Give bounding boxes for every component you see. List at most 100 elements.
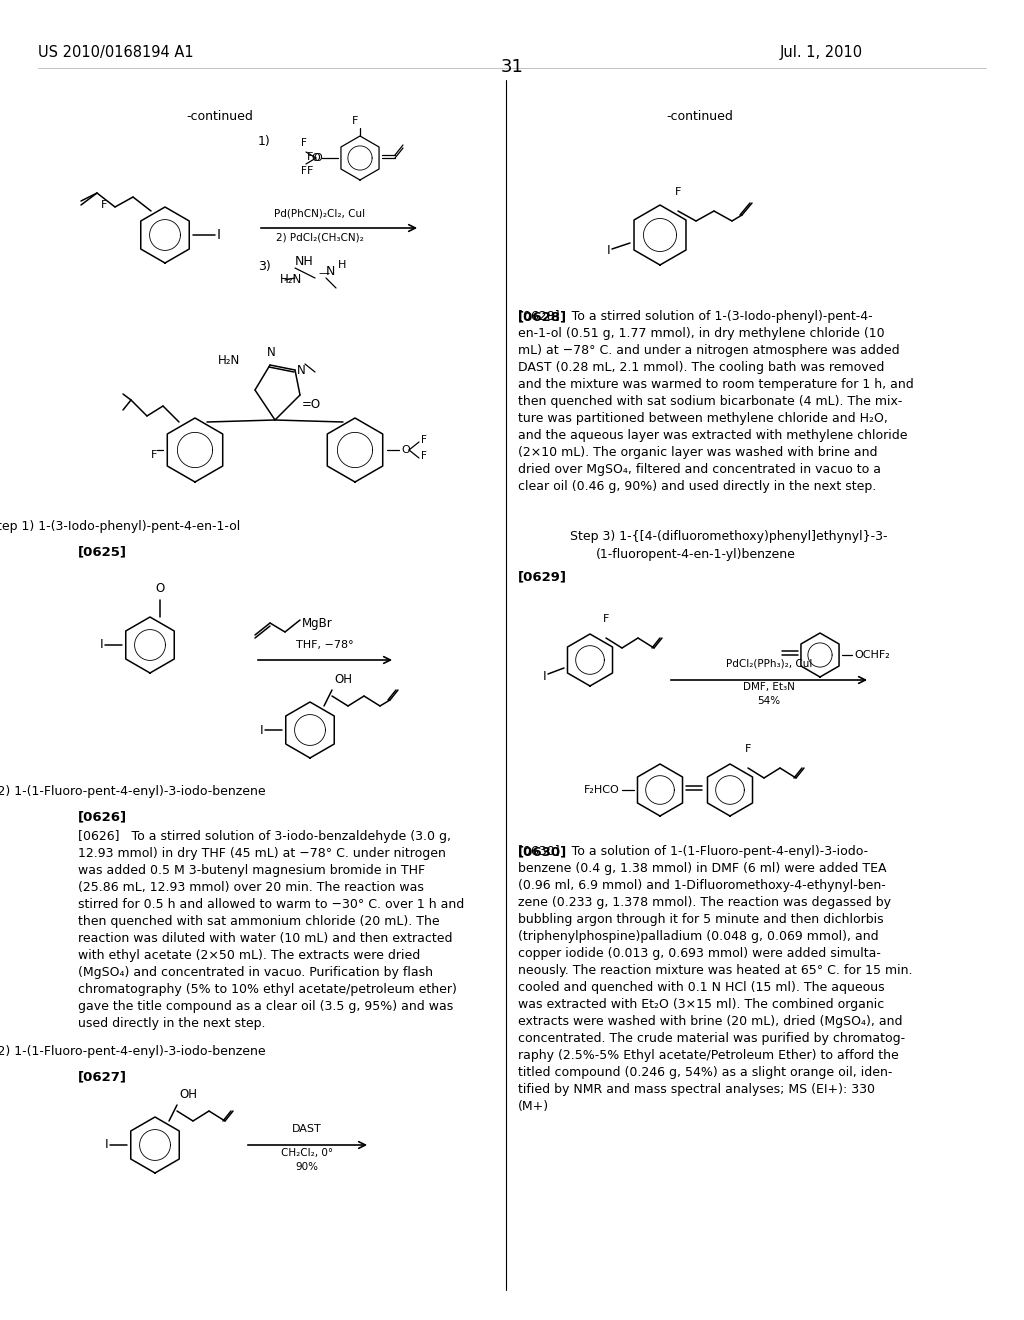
Text: [0628]   To a stirred solution of 1-(3-Iodo-phenyl)-pent-4-: [0628] To a stirred solution of 1-(3-Iod…: [518, 310, 872, 323]
Text: 31: 31: [501, 58, 523, 77]
Text: (25.86 mL, 12.93 mmol) over 20 min. The reaction was: (25.86 mL, 12.93 mmol) over 20 min. The …: [78, 880, 424, 894]
Text: ture was partitioned between methylene chloride and H₂O,: ture was partitioned between methylene c…: [518, 412, 888, 425]
Text: [0630]   To a solution of 1-(1-Fluoro-pent-4-enyl)-3-iodo-: [0630] To a solution of 1-(1-Fluoro-pent…: [518, 845, 868, 858]
Text: F: F: [301, 139, 307, 148]
Text: then quenched with sat sodium bicarbonate (4 mL). The mix-: then quenched with sat sodium bicarbonat…: [518, 395, 902, 408]
Text: neously. The reaction mixture was heated at 65° C. for 15 min.: neously. The reaction mixture was heated…: [518, 964, 912, 977]
Text: reaction was diluted with water (10 mL) and then extracted: reaction was diluted with water (10 mL) …: [78, 932, 453, 945]
Text: F: F: [307, 152, 313, 162]
Text: Step 3) 1-{[4-(difluoromethoxy)phenyl]ethynyl}-3-: Step 3) 1-{[4-(difluoromethoxy)phenyl]et…: [570, 531, 888, 543]
Text: 1): 1): [258, 135, 270, 148]
Text: 90%: 90%: [296, 1162, 318, 1172]
Text: OH: OH: [179, 1088, 197, 1101]
Text: [0625]: [0625]: [78, 545, 127, 558]
Text: F: F: [603, 614, 609, 624]
Text: OCHF₂: OCHF₂: [854, 649, 890, 660]
Text: CH₂Cl₂, 0°: CH₂Cl₂, 0°: [281, 1148, 333, 1158]
Text: F: F: [307, 166, 313, 176]
Text: NH: NH: [295, 255, 313, 268]
Text: [0627]: [0627]: [78, 1071, 127, 1082]
Text: DAST (0.28 mL, 2.1 mmol). The cooling bath was removed: DAST (0.28 mL, 2.1 mmol). The cooling ba…: [518, 360, 885, 374]
Text: H₂N: H₂N: [218, 354, 240, 367]
Text: I: I: [99, 639, 103, 652]
Text: Step 1) 1-(3-Iodo-phenyl)-pent-4-en-1-ol: Step 1) 1-(3-Iodo-phenyl)-pent-4-en-1-ol: [0, 520, 241, 533]
Text: Jul. 1, 2010: Jul. 1, 2010: [780, 45, 863, 59]
Text: N: N: [326, 265, 336, 279]
Text: F: F: [100, 201, 106, 210]
Text: raphy (2.5%-5% Ethyl acetate/Petroleum Ether) to afford the: raphy (2.5%-5% Ethyl acetate/Petroleum E…: [518, 1049, 899, 1063]
Text: with ethyl acetate (2×50 mL). The extracts were dried: with ethyl acetate (2×50 mL). The extrac…: [78, 949, 420, 962]
Text: I: I: [543, 669, 546, 682]
Text: —: —: [318, 268, 329, 279]
Text: N: N: [267, 346, 275, 359]
Text: was added 0.5 M 3-butenyl magnesium bromide in THF: was added 0.5 M 3-butenyl magnesium brom…: [78, 865, 425, 876]
Text: =O: =O: [302, 399, 322, 411]
Text: [0630]: [0630]: [518, 845, 567, 858]
Text: Step 2) 1-(1-Fluoro-pent-4-enyl)-3-iodo-benzene: Step 2) 1-(1-Fluoro-pent-4-enyl)-3-iodo-…: [0, 785, 265, 799]
Text: I: I: [606, 244, 610, 257]
Text: (triphenylphospine)palladium (0.048 g, 0.069 mmol), and: (triphenylphospine)palladium (0.048 g, 0…: [518, 931, 879, 942]
Text: tified by NMR and mass spectral analyses; MS (EI+): 330: tified by NMR and mass spectral analyses…: [518, 1082, 874, 1096]
Text: titled compound (0.246 g, 54%) as a slight orange oil, iden-: titled compound (0.246 g, 54%) as a slig…: [518, 1067, 892, 1078]
Text: Pd(PhCN)₂Cl₂, CuI: Pd(PhCN)₂Cl₂, CuI: [274, 209, 366, 218]
Text: benzene (0.4 g, 1.38 mmol) in DMF (6 ml) were added TEA: benzene (0.4 g, 1.38 mmol) in DMF (6 ml)…: [518, 862, 887, 875]
Text: dried over MgSO₄, filtered and concentrated in vacuo to a: dried over MgSO₄, filtered and concentra…: [518, 463, 881, 477]
Text: F₂HCO: F₂HCO: [585, 785, 620, 795]
Text: 2) PdCl₂(CH₃CN)₂: 2) PdCl₂(CH₃CN)₂: [276, 232, 364, 242]
Text: O: O: [401, 445, 410, 455]
Text: I: I: [259, 723, 263, 737]
Text: copper iodide (0.013 g, 0.693 mmol) were added simulta-: copper iodide (0.013 g, 0.693 mmol) were…: [518, 946, 881, 960]
Text: OH: OH: [334, 673, 352, 686]
Text: cooled and quenched with 0.1 N HCl (15 ml). The aqueous: cooled and quenched with 0.1 N HCl (15 m…: [518, 981, 885, 994]
Text: DMF, Et₃N: DMF, Et₃N: [743, 682, 795, 692]
Text: (2×10 mL). The organic layer was washed with brine and: (2×10 mL). The organic layer was washed …: [518, 446, 878, 459]
Text: N: N: [297, 364, 306, 378]
Text: chromatography (5% to 10% ethyl acetate/petroleum ether): chromatography (5% to 10% ethyl acetate/…: [78, 983, 457, 997]
Text: F: F: [421, 451, 427, 461]
Text: (M+): (M+): [518, 1100, 549, 1113]
Text: THF, −78°: THF, −78°: [296, 640, 354, 649]
Text: was extracted with Et₂O (3×15 ml). The combined organic: was extracted with Et₂O (3×15 ml). The c…: [518, 998, 885, 1011]
Text: US 2010/0168194 A1: US 2010/0168194 A1: [38, 45, 194, 59]
Text: DAST: DAST: [292, 1125, 322, 1134]
Text: O: O: [313, 153, 322, 162]
Text: gave the title compound as a clear oil (3.5 g, 95%) and was: gave the title compound as a clear oil (…: [78, 1001, 454, 1012]
Text: then quenched with sat ammonium chloride (20 mL). The: then quenched with sat ammonium chloride…: [78, 915, 439, 928]
Text: H: H: [338, 260, 346, 271]
Text: F: F: [151, 450, 157, 459]
Text: F: F: [421, 436, 427, 445]
Text: F: F: [675, 187, 681, 197]
Text: O: O: [311, 153, 319, 162]
Text: -continued: -continued: [186, 110, 253, 123]
Text: zene (0.233 g, 1.378 mmol). The reaction was degassed by: zene (0.233 g, 1.378 mmol). The reaction…: [518, 896, 891, 909]
Text: [0626]: [0626]: [78, 810, 127, 822]
Text: [0628]: [0628]: [518, 310, 567, 323]
Text: [0626]   To a stirred solution of 3-iodo-benzaldehyde (3.0 g,: [0626] To a stirred solution of 3-iodo-b…: [78, 830, 451, 843]
Text: I: I: [104, 1138, 108, 1151]
Text: mL) at −78° C. and under a nitrogen atmosphere was added: mL) at −78° C. and under a nitrogen atmo…: [518, 345, 900, 356]
Text: [0629]: [0629]: [518, 570, 567, 583]
Text: Step 2) 1-(1-Fluoro-pent-4-enyl)-3-iodo-benzene: Step 2) 1-(1-Fluoro-pent-4-enyl)-3-iodo-…: [0, 1045, 265, 1059]
Text: F: F: [352, 116, 358, 125]
Text: (0.96 ml, 6.9 mmol) and 1-Difluoromethoxy-4-ethynyl-ben-: (0.96 ml, 6.9 mmol) and 1-Difluoromethox…: [518, 879, 886, 892]
Text: PdCl₂(PPh₃)₂, CuI: PdCl₂(PPh₃)₂, CuI: [726, 657, 812, 668]
Text: F: F: [744, 744, 752, 754]
Text: used directly in the next step.: used directly in the next step.: [78, 1016, 265, 1030]
Text: I: I: [217, 228, 221, 242]
Text: MgBr: MgBr: [302, 616, 333, 630]
Text: 12.93 mmol) in dry THF (45 mL) at −78° C. under nitrogen: 12.93 mmol) in dry THF (45 mL) at −78° C…: [78, 847, 445, 861]
Text: bubbling argon through it for 5 minute and then dichlorbis: bubbling argon through it for 5 minute a…: [518, 913, 884, 927]
Text: concentrated. The crude material was purified by chromatog-: concentrated. The crude material was pur…: [518, 1032, 905, 1045]
Text: 54%: 54%: [758, 696, 780, 706]
Text: extracts were washed with brine (20 mL), dried (MgSO₄), and: extracts were washed with brine (20 mL),…: [518, 1015, 902, 1028]
Text: -continued: -continued: [667, 110, 733, 123]
Text: 3): 3): [258, 260, 270, 273]
Text: and the mixture was warmed to room temperature for 1 h, and: and the mixture was warmed to room tempe…: [518, 378, 913, 391]
Text: (MgSO₄) and concentrated in vacuo. Purification by flash: (MgSO₄) and concentrated in vacuo. Purif…: [78, 966, 433, 979]
Text: en-1-ol (0.51 g, 1.77 mmol), in dry methylene chloride (10: en-1-ol (0.51 g, 1.77 mmol), in dry meth…: [518, 327, 885, 341]
Text: stirred for 0.5 h and allowed to warm to −30° C. over 1 h and: stirred for 0.5 h and allowed to warm to…: [78, 898, 464, 911]
Text: clear oil (0.46 g, 90%) and used directly in the next step.: clear oil (0.46 g, 90%) and used directl…: [518, 480, 877, 492]
Text: F: F: [301, 166, 307, 176]
Text: (1-fluoropent-4-en-1-yl)benzene: (1-fluoropent-4-en-1-yl)benzene: [596, 548, 796, 561]
Text: and the aqueous layer was extracted with methylene chloride: and the aqueous layer was extracted with…: [518, 429, 907, 442]
